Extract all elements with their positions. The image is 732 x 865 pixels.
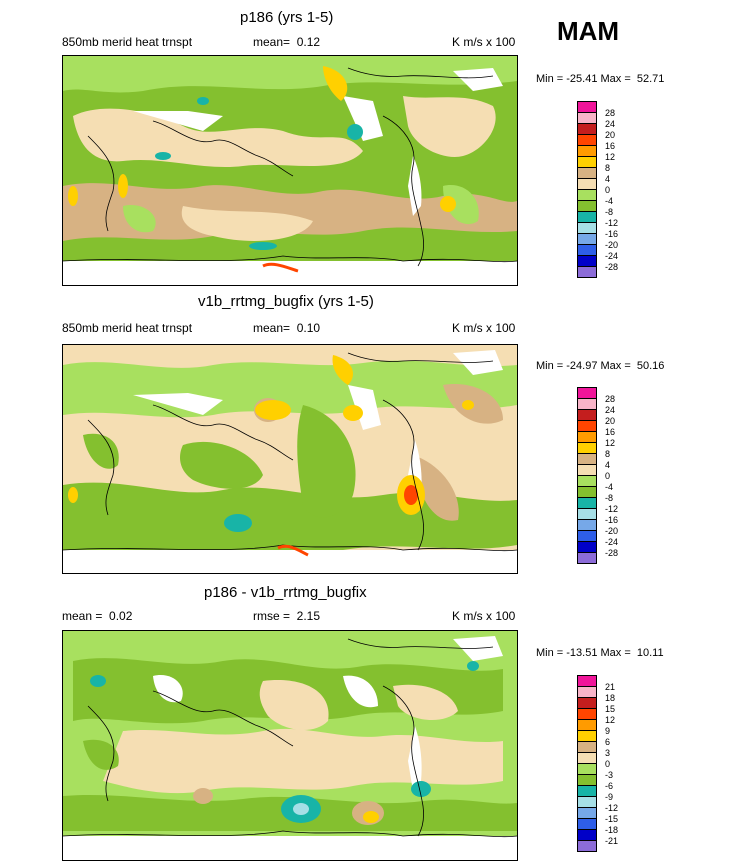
panel2-tick: -20 — [605, 526, 619, 536]
panel1-mean: mean= 0.12 — [253, 35, 321, 49]
panel1-tick: -16 — [605, 229, 619, 239]
panel3-tick: 0 — [605, 759, 611, 769]
panel3-units: K m/s x 100 — [452, 609, 516, 623]
panel1-units: K m/s x 100 — [452, 35, 516, 49]
panel2-left-label: 850mb merid heat trnspt — [62, 321, 193, 335]
panel1-tick: -4 — [605, 196, 614, 206]
panel1-tick: 4 — [605, 174, 611, 184]
panel3-tick: 12 — [605, 715, 616, 725]
panel2-minmax: Min = -24.97 Max = 50.16 — [536, 360, 665, 372]
panel3-rmse: rmse = 2.15 — [253, 609, 321, 623]
panel3-tick: 3 — [605, 748, 611, 758]
panel3-swatch-16 — [577, 840, 597, 852]
panel2-tick: -16 — [605, 515, 619, 525]
panel2-mean: mean= 0.10 — [253, 321, 321, 335]
panel3-tick: 15 — [605, 704, 616, 714]
panel1-tick: 0 — [605, 185, 611, 195]
panel2-tick: -24 — [605, 537, 619, 547]
panel3-tick: -18 — [605, 825, 619, 835]
panel2-swatch-16 — [577, 552, 597, 564]
panel3-title: p186 - v1b_rrtmg_bugfix — [204, 584, 367, 601]
panel2-tick: 4 — [605, 460, 611, 470]
panel2-tick: 16 — [605, 427, 616, 437]
panel2-title: v1b_rrtmg_bugfix (yrs 1-5) — [198, 293, 374, 310]
panel2-tick: 28 — [605, 394, 616, 404]
panel1-tick: 24 — [605, 119, 616, 129]
panel1-map — [62, 55, 518, 286]
panel1-tick: 16 — [605, 141, 616, 151]
panel1-tick: -8 — [605, 207, 614, 217]
panel1-minmax: Min = -25.41 Max = 52.71 — [536, 73, 665, 85]
panel2-tick: 8 — [605, 449, 611, 459]
panel1-tick: -20 — [605, 240, 619, 250]
panel1-tick: -28 — [605, 262, 619, 272]
panel3-colorbar: 21 18 15 12 9 6 3 0 -3 -6 -9 -12 -15 -18… — [577, 675, 618, 855]
panel3-tick: -3 — [605, 770, 614, 780]
panel3-mean: mean = 0.02 — [62, 609, 133, 623]
panel2-tick: -8 — [605, 493, 614, 503]
panel3-tick: -15 — [605, 814, 619, 824]
panel2-tick: -28 — [605, 548, 619, 558]
panel3-tick: -21 — [605, 836, 619, 846]
panel2-tick: 12 — [605, 438, 616, 448]
panel1-tick: 28 — [605, 108, 616, 118]
panel3-tick: 6 — [605, 737, 611, 747]
panel1-tick: 8 — [605, 163, 611, 173]
panel3-tick: 21 — [605, 682, 616, 692]
panel1-left-label: 850mb merid heat trnspt — [62, 35, 193, 49]
panel3-tick: -9 — [605, 792, 614, 802]
panel3-map — [62, 630, 518, 861]
panel2-tick: -4 — [605, 482, 614, 492]
panel3-tick: 18 — [605, 693, 616, 703]
panel3-tick: 9 — [605, 726, 611, 736]
panel2-tick: 24 — [605, 405, 616, 415]
panel3-tick: -12 — [605, 803, 619, 813]
panel1-tick: 12 — [605, 152, 616, 162]
panel1-swatch-16 — [577, 266, 597, 278]
panel1-tick: 20 — [605, 130, 616, 140]
panel2-tick: -12 — [605, 504, 619, 514]
panel3-tick: -6 — [605, 781, 614, 791]
season-label: MAM — [557, 16, 620, 46]
panel1-tick: -24 — [605, 251, 619, 261]
panel2-tick: 0 — [605, 471, 611, 481]
panel1-title: p186 (yrs 1-5) — [240, 9, 334, 26]
panel1-tick: -12 — [605, 218, 619, 228]
panel1-colorbar: 28 24 20 16 12 8 4 0 -4 -8 -12 -16 -20 -… — [577, 101, 618, 281]
panel2-tick: 20 — [605, 416, 616, 426]
panel3-minmax: Min = -13.51 Max = 10.11 — [536, 647, 664, 659]
panel2-map — [62, 344, 518, 574]
panel2-units: K m/s x 100 — [452, 321, 516, 335]
panel2-colorbar: 28 24 20 16 12 8 4 0 -4 -8 -12 -16 -20 -… — [577, 387, 618, 567]
